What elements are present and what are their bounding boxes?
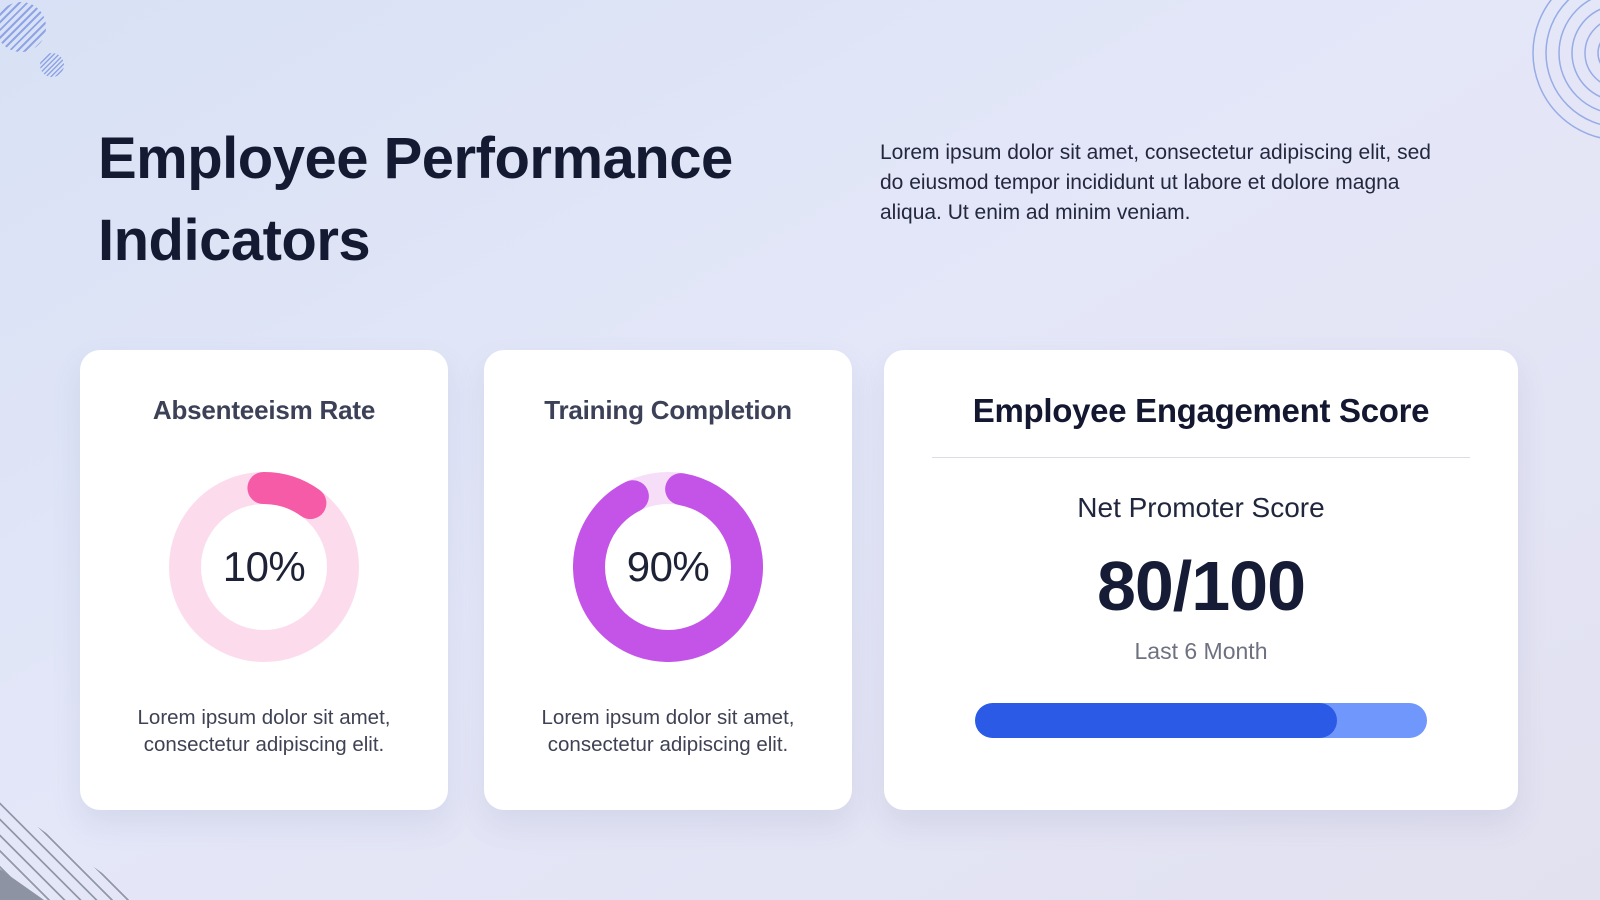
donut-svg (169, 472, 359, 662)
page-title: Employee Performance Indicators (98, 126, 733, 274)
donut-chart-absenteeism: 10% (169, 472, 359, 662)
kpi-card-absenteeism: Absenteeism Rate 10% Lorem ipsum dolor s… (80, 350, 448, 810)
score-period: Last 6 Month (1134, 638, 1268, 664)
score-subtitle: Net Promoter Score (1077, 492, 1325, 523)
card-title: Absenteeism Rate (152, 395, 376, 425)
donut-value-label: 10% (222, 543, 306, 590)
card-title: Employee Engagement Score (972, 392, 1430, 429)
donut-arc (573, 472, 763, 662)
divider (932, 457, 1470, 458)
card-caption: Lorem ipsum dolor sit amet, consectetur … (541, 706, 795, 757)
donut-svg (573, 472, 763, 662)
progress-bar-fill (975, 703, 1337, 738)
striped-circle-small-decoration (40, 53, 64, 77)
kpi-card-training: Training Completion 90% Lorem ipsum dolo… (484, 350, 852, 810)
donut-value-label: 90% (626, 543, 710, 590)
card-caption: Lorem ipsum dolor sit amet, consectetur … (137, 706, 391, 757)
progress-bar (975, 703, 1427, 738)
page-description: Lorem ipsum dolor sit amet, consectetur … (880, 141, 1431, 225)
score-value: 80/100 (1096, 547, 1306, 625)
kpi-card-engagement: Employee Engagement Score Net Promoter S… (884, 350, 1518, 810)
card-title: Training Completion (544, 395, 792, 425)
concentric-rings-decoration (1532, 0, 1600, 139)
striped-circle-large-decoration (0, 2, 46, 52)
donut-arc (169, 472, 359, 662)
donut-chart-training: 90% (573, 472, 763, 662)
